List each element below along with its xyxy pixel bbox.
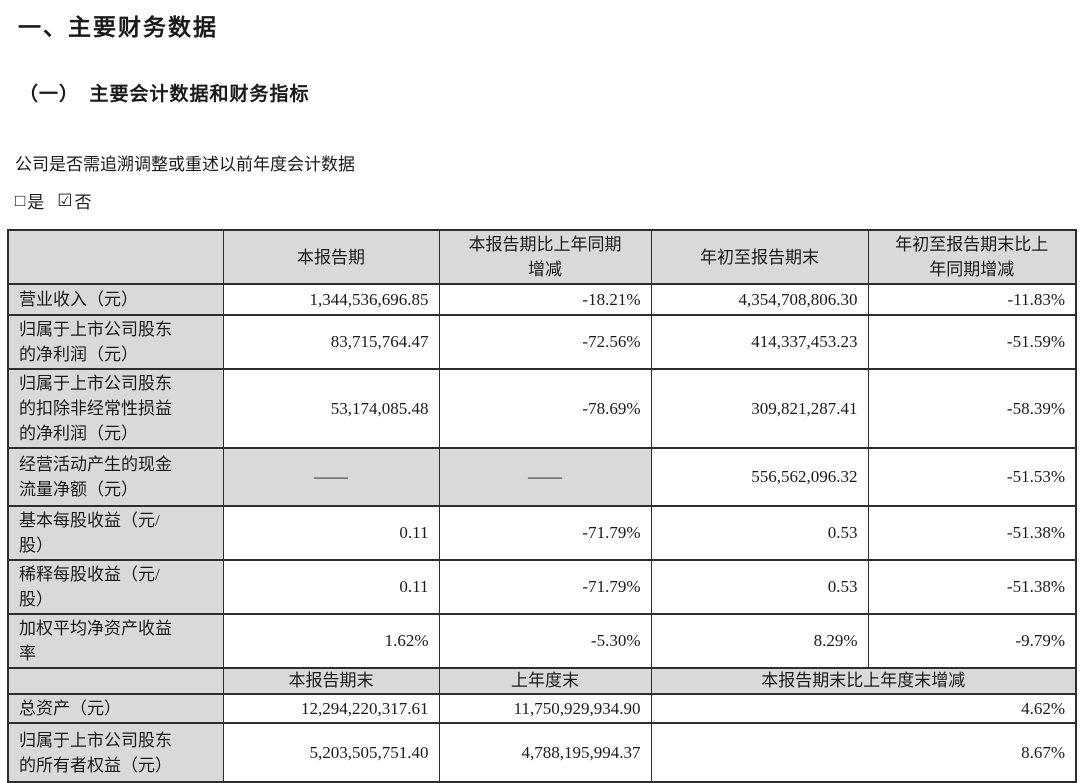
row-label: 归属于上市公司股东 的净利润（元） <box>7 314 224 370</box>
value-end-of-prior-year: 4,788,195,994.37 <box>438 722 652 783</box>
value-current-period: 1.62% <box>222 613 440 669</box>
value-ytd-yoy-change: -58.39% <box>867 368 1077 449</box>
value-ytd: 309,821,287.41 <box>650 368 869 449</box>
value-end-of-period: 12,294,220,317.61 <box>222 693 440 724</box>
header-end-of-period: 本报告期末 <box>222 667 440 695</box>
value-ytd: 0.53 <box>650 505 869 561</box>
table-row: 加权平均净资产收益 率 1.62% -5.30% 8.29% -9.79% <box>7 613 1077 669</box>
value-ytd-yoy-change: -11.83% <box>867 283 1077 316</box>
value-ytd: 4,354,708,806.30 <box>650 283 869 316</box>
checkbox-yes: □ 是 <box>15 188 44 213</box>
value-ytd: 8.29% <box>650 613 869 669</box>
header-blank-cell <box>7 667 224 695</box>
value-ytd: 0.53 <box>650 559 869 615</box>
row-label: 总资产（元） <box>7 693 224 724</box>
value-ytd-yoy-change: -51.53% <box>867 447 1077 507</box>
row-label: 经营活动产生的现金 流量净额（元） <box>7 447 224 507</box>
header-blank-cell <box>7 229 224 285</box>
value-current-period: 53,174,085.48 <box>222 368 440 449</box>
value-yoy-change: -72.56% <box>438 314 652 370</box>
value-ytd-yoy-change: -51.38% <box>867 505 1077 561</box>
row-label: 归属于上市公司股东 的所有者权益（元） <box>7 722 224 783</box>
header-period-vs-prior-year-change: 本报告期末比上年度末增减 <box>650 667 1077 695</box>
value-current-period: 1,344,536,696.85 <box>222 283 440 316</box>
value-current-period: 0.11 <box>222 559 440 615</box>
table-row: 营业收入（元） 1,344,536,696.85 -18.21% 4,354,7… <box>7 283 1077 316</box>
value-end-of-period: 5,203,505,751.40 <box>222 722 440 783</box>
value-ytd: 556,562,096.32 <box>650 447 869 507</box>
checkbox-no: ☑ 否 <box>57 188 91 213</box>
checkbox-unchecked-icon: □ <box>15 190 26 210</box>
value-yoy-change: -78.69% <box>438 368 652 449</box>
value-change: 4.62% <box>650 693 1077 724</box>
row-label: 归属于上市公司股东 的扣除非经常性损益 的净利润（元） <box>7 368 224 449</box>
value-yoy-change: -5.30% <box>438 613 652 669</box>
table-row: 归属于上市公司股东 的所有者权益（元） 5,203,505,751.40 4,7… <box>7 722 1077 783</box>
value-current-period: 83,715,764.47 <box>222 314 440 370</box>
restatement-answer: □ 是 ☑ 否 <box>15 188 1074 213</box>
checkbox-checked-icon: ☑ <box>57 190 73 210</box>
value-yoy-change: -71.79% <box>438 559 652 615</box>
restatement-question: 公司是否需追溯调整或重述以前年度会计数据 <box>15 155 355 174</box>
value-end-of-prior-year: 11,750,929,934.90 <box>438 693 652 724</box>
table-header-row-2: 本报告期末 上年度末 本报告期末比上年度末增减 <box>7 667 1077 695</box>
row-label: 基本每股收益（元/ 股） <box>7 505 224 561</box>
value-ytd-yoy-change: -51.59% <box>867 314 1077 370</box>
table-row: 经营活动产生的现金 流量净额（元） —— —— 556,562,096.32 -… <box>7 447 1077 507</box>
row-label: 营业收入（元） <box>7 283 224 316</box>
value-change: 8.67% <box>650 722 1077 783</box>
value-ytd-yoy-change: -9.79% <box>867 613 1077 669</box>
value-current-period-na: —— <box>222 447 440 507</box>
subsection-title: （一） 主要会计数据和财务指标 <box>19 84 310 105</box>
table-row: 总资产（元） 12,294,220,317.61 11,750,929,934.… <box>7 693 1077 724</box>
checkbox-no-label: 否 <box>74 193 92 212</box>
header-ytd-yoy-change: 年初至报告期末比上 年同期增减 <box>867 229 1077 285</box>
header-yoy-change: 本报告期比上年同期 增减 <box>438 229 652 285</box>
value-yoy-change: -18.21% <box>438 283 652 316</box>
value-ytd: 414,337,453.23 <box>650 314 869 370</box>
header-current-period: 本报告期 <box>222 229 440 285</box>
table-row: 归属于上市公司股东 的扣除非经常性损益 的净利润（元） 53,174,085.4… <box>7 368 1077 449</box>
checkbox-yes-label: 是 <box>27 193 45 212</box>
value-yoy-change: -71.79% <box>438 505 652 561</box>
table-row: 归属于上市公司股东 的净利润（元） 83,715,764.47 -72.56% … <box>7 314 1077 370</box>
header-end-of-prior-year: 上年度末 <box>438 667 652 695</box>
header-ytd: 年初至报告期末 <box>650 229 869 285</box>
table-row: 稀释每股收益（元/ 股） 0.11 -71.79% 0.53 -51.38% <box>7 559 1077 615</box>
table-header-row-1: 本报告期 本报告期比上年同期 增减 年初至报告期末 年初至报告期末比上 年同期增… <box>7 229 1077 285</box>
value-current-period: 0.11 <box>222 505 440 561</box>
row-label: 稀释每股收益（元/ 股） <box>7 559 224 615</box>
row-label: 加权平均净资产收益 率 <box>7 613 224 669</box>
value-yoy-change-na: —— <box>438 447 652 507</box>
table-row: 基本每股收益（元/ 股） 0.11 -71.79% 0.53 -51.38% <box>7 505 1077 561</box>
value-ytd-yoy-change: -51.38% <box>867 559 1077 615</box>
financial-data-table: 本报告期 本报告期比上年同期 增减 年初至报告期末 年初至报告期末比上 年同期增… <box>7 229 1077 783</box>
section-title: 一、主要财务数据 <box>18 15 218 40</box>
